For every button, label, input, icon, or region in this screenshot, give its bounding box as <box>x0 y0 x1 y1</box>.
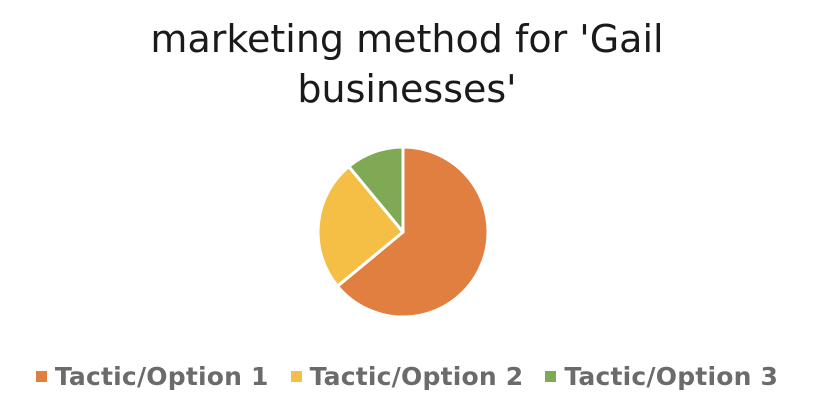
legend-item-option-2: Tactic/Option 2 <box>290 361 524 391</box>
chart-legend: Tactic/Option 1 Tactic/Option 2 Tactic/O… <box>0 356 814 396</box>
chart-title-line-2: businesses' <box>297 67 517 111</box>
legend-swatch-option-3 <box>545 370 557 382</box>
legend-item-option-3: Tactic/Option 3 <box>545 362 778 391</box>
legend-label-option-1: Tactic/Option 1 <box>54 361 269 391</box>
legend-label-option-3: Tactic/Option 3 <box>564 361 779 391</box>
pie-slice-option-2 <box>316 165 405 288</box>
pie-slice-option-3 <box>347 145 405 234</box>
legend-swatch-option-2 <box>290 370 302 382</box>
legend-item-option-1: Tactic/Option 1 <box>35 361 269 391</box>
legend-label-option-2: Tactic/Option 2 <box>309 361 524 391</box>
chart-title: marketing method for 'Gail businesses' <box>0 14 814 114</box>
legend-swatch-option-1 <box>35 370 47 382</box>
pie-slice-option-1 <box>336 145 490 319</box>
pie-slices <box>316 145 490 319</box>
chart-title-line-1: marketing method for 'Gail <box>150 17 664 61</box>
